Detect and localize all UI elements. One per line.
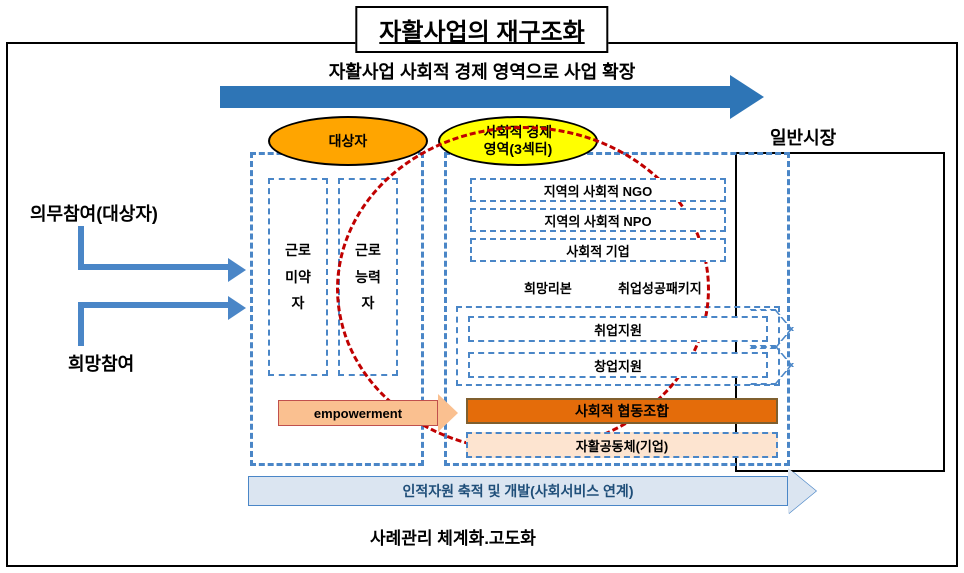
hr-dev-arrow: 인적자원 축적 및 개발(사회서비스 연계) bbox=[248, 476, 788, 506]
empowerment-arrowhead bbox=[438, 394, 458, 432]
hr-dev-arrowhead bbox=[788, 468, 816, 514]
market-label: 일반시장 bbox=[770, 124, 836, 150]
participant-ellipse: 대상자 bbox=[268, 116, 428, 166]
col1-l2: 미약 bbox=[285, 269, 311, 285]
empowerment-arrow: empowerment bbox=[278, 400, 438, 426]
package-label: 취업성공패키지 bbox=[618, 278, 702, 297]
startup-support-arrow: 창업지원 bbox=[468, 352, 768, 378]
startup-support-label: 창업지원 bbox=[594, 356, 642, 375]
voluntary-participation-label: 희망참여 bbox=[68, 350, 134, 376]
job-support-arrow: 취업지원 bbox=[468, 316, 768, 342]
subtitle: 자활사업 사회적 경제 영역으로 사업 확장 bbox=[329, 58, 636, 84]
job-support-arrowhead bbox=[768, 309, 792, 349]
col1-l1: 근로 bbox=[285, 242, 311, 258]
startup-support-arrowhead bbox=[768, 345, 792, 385]
social-ent-box: 사회적 기업 bbox=[470, 238, 726, 262]
hr-dev-label: 인적자원 축적 및 개발(사회서비스 연계) bbox=[403, 481, 634, 501]
weak-worker-col: 근로 미약 자 bbox=[268, 178, 328, 376]
ribbon-label: 희망리본 bbox=[524, 278, 572, 297]
col1-l3: 자 bbox=[292, 295, 305, 311]
title-box: 자활사업의 재구조화 bbox=[355, 6, 608, 53]
expansion-arrow-bar bbox=[220, 86, 730, 108]
participant-ellipse-label: 대상자 bbox=[329, 133, 368, 150]
job-support-label: 취업지원 bbox=[594, 320, 642, 339]
expansion-arrow-head bbox=[730, 75, 764, 119]
community-box: 자활공동체(기업) bbox=[466, 432, 778, 458]
ngo-box: 지역의 사회적 NGO bbox=[470, 178, 726, 202]
empowerment-label: empowerment bbox=[314, 406, 402, 421]
mandatory-participation-label: 의무참여(대상자) bbox=[30, 200, 158, 226]
coop-box: 사회적 협동조합 bbox=[466, 398, 778, 424]
case-mgmt-label: 사례관리 체계화.고도화 bbox=[370, 524, 536, 549]
npo-box: 지역의 사회적 NPO bbox=[470, 208, 726, 232]
